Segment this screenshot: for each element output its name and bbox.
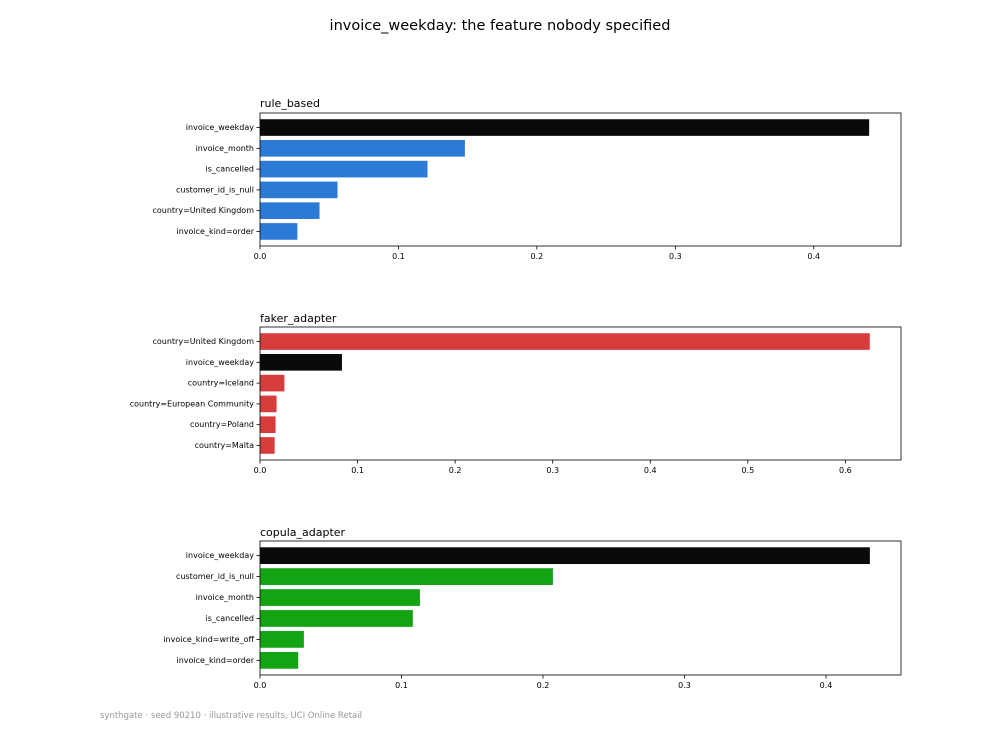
x-tick-label: 0.2 — [537, 681, 550, 690]
bar-invoice-weekday — [260, 354, 342, 371]
y-tick-label: country=United Kingdom — [152, 337, 254, 346]
x-tick-label: 0.6 — [839, 466, 852, 475]
axes-frame — [259, 540, 902, 676]
x-tick-label: 0.1 — [351, 466, 364, 475]
figure-title: invoice_weekday: the feature nobody spec… — [329, 18, 671, 34]
bar-customer-id-is-null — [260, 181, 338, 199]
y-tick-label: invoice_month — [196, 593, 254, 602]
panel-3: invoice_weekday customer_id_is_nullinvoic… — [163, 540, 902, 690]
y-tick-label: invoice_weekday — [186, 358, 254, 367]
y-tick-label: customer_id_is_null — [176, 572, 254, 581]
y-tick-label: country=Malta — [195, 441, 254, 450]
y-tick-label: country=European Community — [130, 399, 255, 408]
bar-is-cancelled — [260, 160, 428, 178]
bar-invoice-month — [260, 140, 465, 157]
y-tick-label: country=Poland — [190, 420, 254, 429]
y-tick-label: invoice_kind=order — [176, 656, 254, 665]
x-tick-label: 0.4 — [644, 466, 657, 475]
panel-1-title: rule_based — [260, 97, 321, 110]
bar-invoice-weekday — [260, 547, 870, 565]
y-tick-label: is_cancelled — [205, 614, 254, 623]
bar-customer-id-is-null — [260, 568, 553, 585]
x-tick-label: 0.5 — [741, 466, 754, 475]
y-tick-label: invoice_kind=write_off — [163, 635, 254, 644]
x-tick-label: 0.3 — [678, 681, 691, 690]
axes-frame — [259, 112, 902, 247]
x-tick-label: 0.1 — [395, 681, 408, 690]
x-tick-label: 0.3 — [546, 466, 559, 475]
x-tick-label: 0.0 — [254, 252, 267, 261]
bar-invoice-month — [260, 589, 420, 606]
y-tick-label: invoice_weekday — [186, 123, 254, 132]
x-tick-label: 0.2 — [531, 252, 544, 261]
panel-2: country=United Kingdom invoice_weekdaycou… — [130, 326, 902, 475]
bar-invoice-kind-order — [260, 651, 299, 669]
x-tick-label: 0.3 — [669, 252, 682, 261]
panel-3-title: copula_adapter — [260, 526, 346, 539]
bar-country-european-community — [260, 395, 277, 413]
y-tick-label: country=Iceland — [188, 379, 254, 388]
bar-invoice-kind-order — [260, 223, 298, 240]
axes-frame — [259, 326, 902, 461]
bar-country-malta — [260, 437, 275, 454]
x-tick-label: 0.0 — [254, 466, 267, 475]
x-tick-label: 0.1 — [392, 252, 405, 261]
bar-country-poland — [260, 416, 276, 433]
y-tick-label: country=United Kingdom — [152, 206, 254, 215]
bar-is-cancelled — [260, 610, 413, 627]
y-tick-label: invoice_month — [196, 144, 254, 153]
y-tick-label: is_cancelled — [205, 165, 254, 174]
panel-2-title: faker_adapter — [260, 312, 337, 325]
x-tick-label: 0.4 — [807, 252, 820, 261]
bar-invoice-kind-write-off — [260, 631, 304, 648]
y-tick-label: invoice_weekday — [186, 551, 254, 560]
bar-country-united-kingdom — [260, 202, 320, 219]
panel-1: invoice_weekday invoice_month is_cancelled… — [152, 112, 902, 261]
x-tick-label: 0.2 — [449, 466, 462, 475]
y-tick-label: customer_id_is_null — [176, 185, 254, 194]
bar-country-united-kingdom — [260, 333, 870, 350]
x-tick-label: 0.4 — [820, 681, 833, 690]
footer-note: synthgate · seed 90210 · illustrative re… — [100, 711, 362, 721]
x-tick-label: 0.0 — [254, 681, 267, 690]
y-tick-label: invoice_kind=order — [176, 227, 254, 236]
bar-invoice-weekday — [260, 119, 870, 136]
bar-country-iceland — [260, 374, 285, 392]
